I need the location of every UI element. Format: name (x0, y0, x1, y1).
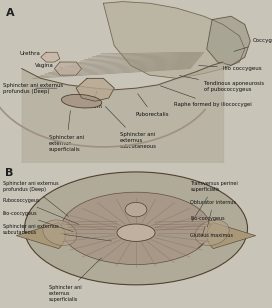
Polygon shape (76, 78, 114, 101)
Text: Sphincter ani externus
profundus (Deep): Sphincter ani externus profundus (Deep) (3, 83, 63, 94)
Text: Sphincter ani externus
subcutaneous: Sphincter ani externus subcutaneous (3, 225, 112, 241)
Text: Sphincter ani externus
profundus (Deep): Sphincter ani externus profundus (Deep) (3, 181, 69, 217)
Text: A: A (5, 8, 14, 18)
Text: Ilio coccygeus: Ilio coccygeus (199, 66, 262, 71)
Text: Ilio-coccygeus: Ilio-coccygeus (3, 211, 73, 232)
Text: Urethra: Urethra (19, 51, 46, 57)
Text: Rectum: Rectum (82, 91, 103, 109)
Text: Pubococcygeus: Pubococcygeus (3, 198, 79, 225)
Text: Tendinous aponeurosis
of pubococcygeus: Tendinous aponeurosis of pubococcygeus (180, 76, 264, 92)
Ellipse shape (195, 220, 229, 245)
Ellipse shape (43, 220, 77, 245)
Ellipse shape (125, 202, 147, 217)
Text: Obturator internus: Obturator internus (190, 200, 236, 227)
Ellipse shape (61, 192, 211, 265)
Text: Coccygeus: Coccygeus (234, 38, 272, 51)
Text: Sphincter ani
externus
superficialis: Sphincter ani externus superficialis (49, 111, 84, 152)
FancyBboxPatch shape (0, 0, 272, 163)
Text: Gluteus maximus: Gluteus maximus (190, 233, 233, 248)
Polygon shape (207, 16, 250, 65)
Text: Sphincter ani
externus
superficialis: Sphincter ani externus superficialis (49, 258, 101, 302)
Text: B: B (5, 168, 14, 178)
Polygon shape (41, 52, 60, 62)
Polygon shape (103, 2, 245, 78)
Text: Ilio-coccygeus: Ilio-coccygeus (190, 216, 225, 236)
Text: Vagina: Vagina (35, 63, 63, 68)
Ellipse shape (24, 172, 248, 285)
Text: Raphe formed by iliococcygei: Raphe formed by iliococcygei (160, 86, 252, 107)
FancyBboxPatch shape (0, 163, 272, 308)
Ellipse shape (117, 224, 155, 241)
Wedge shape (207, 223, 256, 249)
Text: Sphincter ani
externus
subcutaneous: Sphincter ani externus subcutaneous (105, 107, 157, 149)
Ellipse shape (61, 95, 102, 108)
Text: Puborectalis: Puborectalis (136, 94, 169, 117)
Text: Transversus perinei
superficialis: Transversus perinei superficialis (190, 181, 238, 222)
Polygon shape (54, 62, 82, 75)
Wedge shape (16, 223, 65, 249)
